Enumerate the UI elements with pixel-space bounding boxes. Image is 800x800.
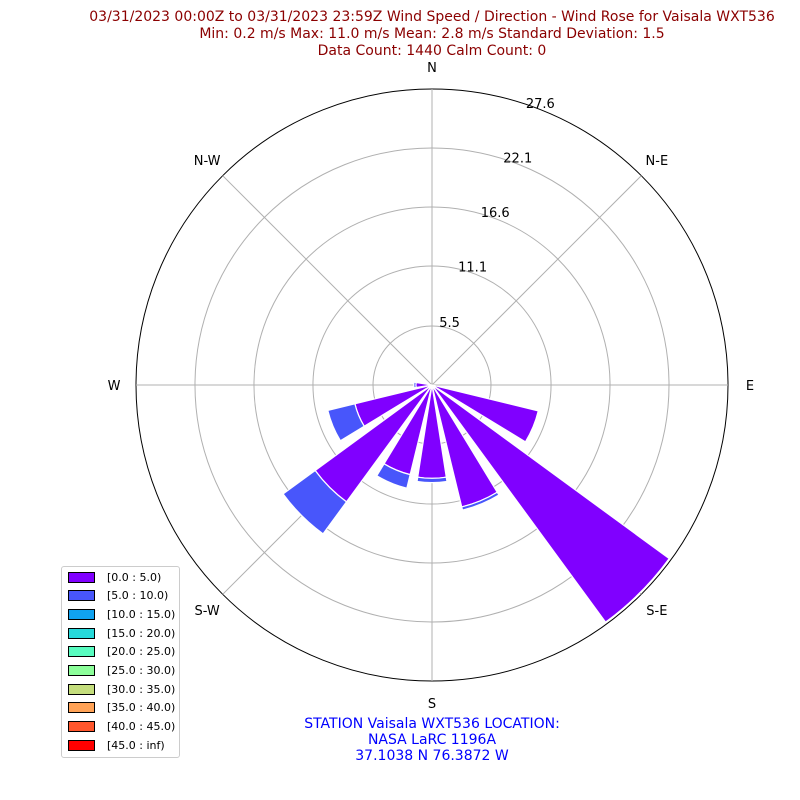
grid-spoke — [222, 175, 433, 386]
legend-item: [40.0 : 45.0) — [68, 720, 176, 734]
bar-W-bin1 — [413, 381, 417, 389]
legend-label: [20.0 : 25.0) — [107, 645, 176, 659]
title-line-2: Min: 0.2 m/s Max: 11.0 m/s Mean: 2.8 m/s… — [199, 26, 665, 42]
bar-S-bin1 — [416, 476, 448, 484]
legend-label: [25.0 : 30.0) — [107, 664, 176, 677]
legend-swatch — [68, 608, 95, 620]
footer-line-3: 37.1038 N 76.3872 W — [355, 748, 509, 764]
title-line-1: 03/31/2023 00:00Z to 03/31/2023 23:59Z W… — [89, 9, 775, 25]
direction-label-s-e: S-E — [646, 604, 667, 619]
legend-swatch — [68, 721, 95, 733]
radial-tick-label: 16.6 — [481, 206, 510, 221]
legend-swatch — [68, 739, 95, 751]
bar-ESE-bin0 — [431, 384, 540, 443]
legend-label: [15.0 : 20.0) — [107, 626, 176, 640]
legend-swatch — [68, 702, 95, 714]
legend-swatch — [68, 683, 95, 695]
grid-spoke — [431, 175, 642, 386]
title-line-3: Data Count: 1440 Calm Count: 0 — [317, 43, 547, 59]
direction-label-s-w: S-W — [194, 604, 219, 619]
legend-item: [35.0 : 40.0) — [68, 701, 176, 715]
legend-item: [5.0 : 10.0) — [68, 589, 169, 603]
legend-item: [15.0 : 20.0) — [68, 626, 176, 640]
legend-swatch — [68, 590, 95, 602]
direction-label-e: E — [746, 379, 754, 394]
direction-label-w: W — [108, 379, 121, 394]
legend-label: [35.0 : 40.0) — [107, 701, 176, 715]
direction-label-n-e: N-E — [646, 154, 669, 169]
footer-line-2: NASA LaRC 1196A — [367, 732, 497, 748]
legend: [0.0 : 5.0) [5.0 : 10.0) [10.0 : 15.0) [15.… — [61, 566, 180, 758]
legend-swatch — [68, 646, 95, 658]
legend-label: [0.0 : 5.0) — [107, 570, 162, 584]
direction-label-n-w: N-W — [194, 154, 221, 169]
radial-tick-label: 11.1 — [458, 261, 487, 276]
legend-label: [5.0 : 10.0) — [107, 589, 169, 603]
radial-tick-label: 27.6 — [526, 97, 555, 112]
direction-label-s: S — [428, 697, 436, 712]
legend-label: [40.0 : 45.0) — [107, 720, 176, 734]
bar-SE-bin0 — [431, 384, 670, 623]
legend-item: [25.0 : 30.0) — [68, 664, 176, 677]
legend-item: [45.0 : inf) — [68, 738, 165, 752]
legend-item: [0.0 : 5.0) — [68, 570, 162, 584]
legend-item: [10.0 : 15.0) — [68, 607, 176, 621]
legend-swatch — [68, 571, 95, 583]
footer-line-1: STATION Vaisala WXT536 LOCATION: — [304, 716, 560, 732]
legend-swatch — [68, 627, 95, 639]
bar-SW-bin1 — [282, 469, 348, 535]
radial-tick-label: 5.5 — [439, 316, 460, 331]
legend-item: [20.0 : 25.0) — [68, 645, 176, 659]
legend-item: [30.0 : 35.0) — [68, 682, 176, 696]
legend-label: [10.0 : 15.0) — [107, 607, 176, 621]
bar-SSE-bin1 — [460, 491, 500, 511]
bar-WSW-bin1 — [327, 403, 366, 442]
bar-SSW-bin1 — [376, 462, 411, 489]
legend-swatch — [68, 665, 95, 676]
legend-label: [45.0 : inf) — [107, 738, 165, 752]
radial-tick-label: 22.1 — [503, 152, 532, 167]
direction-label-n: N — [427, 61, 437, 76]
legend-label: [30.0 : 35.0) — [107, 682, 176, 696]
